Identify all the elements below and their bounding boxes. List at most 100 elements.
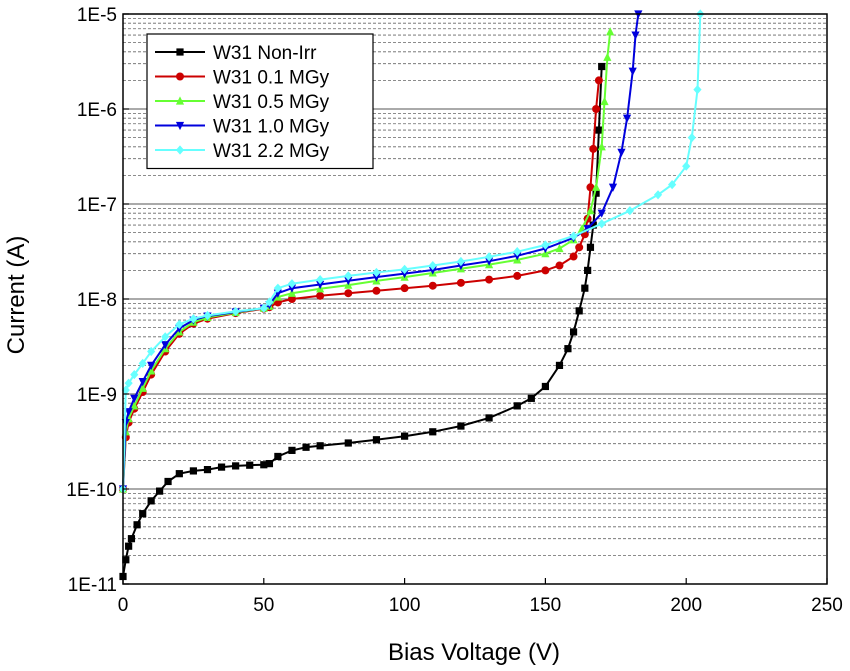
data-point — [203, 310, 212, 321]
data-point — [130, 394, 139, 403]
data-point — [147, 346, 156, 357]
legend-label: W31 Non-Irr — [213, 43, 317, 64]
data-point — [575, 243, 584, 252]
data-point — [591, 182, 601, 191]
data-point — [161, 332, 170, 342]
data-point — [485, 275, 494, 284]
legend-label: W31 2.2 MGy — [213, 141, 330, 162]
data-point — [274, 452, 282, 461]
data-point — [584, 266, 592, 275]
data-point — [147, 361, 156, 371]
data-point — [287, 295, 296, 303]
data-point — [121, 385, 130, 395]
legend-swatch-marker — [175, 121, 185, 131]
data-point — [622, 114, 632, 123]
data-point — [122, 556, 130, 564]
data-point — [628, 67, 637, 76]
data-point — [400, 270, 409, 279]
legend-swatch-marker — [175, 145, 185, 155]
series-0 — [119, 62, 606, 581]
data-point — [316, 275, 325, 285]
y-axis-title: Current (A) — [3, 236, 30, 355]
x-tick-label: 0 — [118, 595, 129, 616]
data-point — [429, 428, 437, 436]
data-point — [625, 206, 634, 216]
data-point — [682, 161, 691, 171]
data-point — [302, 443, 310, 451]
x-tick-label: 200 — [670, 595, 702, 616]
data-point — [484, 252, 494, 262]
data-point — [260, 461, 268, 469]
data-point — [569, 252, 578, 261]
data-point — [586, 206, 595, 215]
y-tick-label: 1E-5 — [77, 5, 117, 26]
data-point — [575, 307, 583, 315]
data-point — [513, 271, 522, 280]
y-tick-label: 1E-8 — [77, 290, 117, 311]
data-point — [189, 467, 197, 475]
data-point — [231, 306, 240, 317]
data-point — [589, 144, 598, 153]
data-point — [344, 289, 353, 298]
x-tick-label: 50 — [253, 595, 274, 616]
data-point — [606, 27, 615, 36]
data-point — [541, 266, 550, 275]
data-point — [555, 243, 564, 253]
x-tick-label: 250 — [811, 595, 843, 616]
data-point — [288, 446, 296, 454]
data-point — [124, 408, 133, 417]
data-point — [693, 85, 702, 95]
data-point — [138, 378, 147, 387]
data-point — [687, 132, 696, 143]
data-point — [203, 466, 212, 474]
data-point — [597, 209, 606, 218]
data-point — [595, 126, 603, 134]
data-point — [316, 280, 325, 290]
x-tick-label: 100 — [389, 595, 421, 616]
y-tick-label: 1E-10 — [66, 480, 117, 501]
data-point — [147, 497, 155, 505]
data-point — [668, 180, 677, 190]
data-point — [597, 219, 606, 229]
data-point — [133, 521, 141, 529]
data-point — [316, 291, 325, 300]
x-tick-label: 150 — [530, 595, 562, 616]
data-point — [598, 62, 606, 71]
data-point — [400, 264, 409, 274]
data-point — [564, 345, 572, 353]
data-point — [372, 286, 381, 295]
data-point — [555, 361, 564, 370]
data-point — [586, 183, 595, 192]
y-tick-label: 1E-6 — [77, 100, 117, 121]
data-point — [428, 281, 437, 290]
data-point — [265, 297, 274, 307]
data-point — [456, 256, 466, 267]
data-point — [161, 341, 170, 350]
data-point — [457, 422, 465, 430]
data-point — [372, 436, 381, 444]
tick-labels: 0 50 100 150 200 250 1E-11 1E-10 1E-9 1E-8 1E-7 1E-… — [66, 5, 843, 616]
data-point — [484, 257, 494, 266]
data-point — [400, 284, 409, 293]
data-point — [608, 183, 618, 192]
data-point — [344, 271, 353, 281]
data-point — [600, 96, 609, 106]
data-point — [603, 52, 612, 61]
data-point — [513, 252, 522, 261]
legend: W31 Non-Irr W31 0.1 MGy W31 0.5 MGy W31 1.0… — [146, 33, 374, 170]
data-point — [527, 394, 535, 402]
y-tick-label: 1E-11 — [68, 575, 117, 596]
data-point — [259, 303, 268, 313]
data-point — [586, 243, 595, 251]
data-point — [316, 442, 324, 450]
data-point — [175, 319, 184, 330]
data-point — [265, 460, 274, 468]
data-point — [631, 31, 640, 40]
data-point — [485, 414, 493, 422]
data-point — [273, 283, 282, 293]
data-point — [189, 314, 198, 324]
data-point — [156, 487, 164, 495]
data-point — [138, 383, 147, 392]
data-point — [541, 249, 550, 258]
